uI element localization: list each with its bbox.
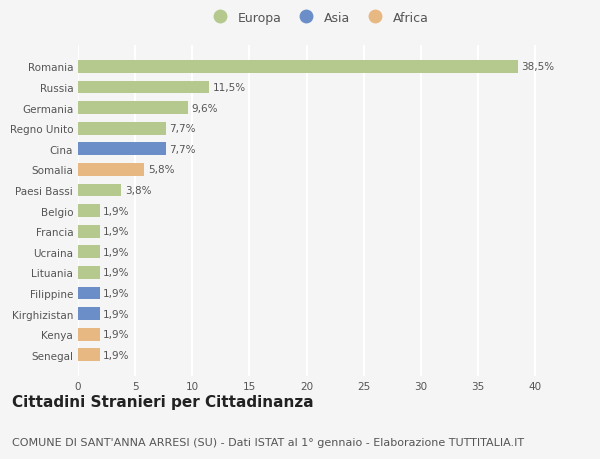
Bar (78, 205, 100, 218)
Text: 11,5%: 11,5% (213, 83, 246, 93)
Text: 7,7%: 7,7% (169, 124, 196, 134)
Bar (78, 349, 100, 361)
Bar (78, 225, 100, 238)
Text: 5,8%: 5,8% (148, 165, 174, 175)
Bar (78, 266, 100, 279)
Bar (78, 184, 121, 197)
Bar (78, 81, 209, 94)
Bar (78, 61, 518, 73)
Text: 3,8%: 3,8% (125, 185, 151, 196)
Bar (78, 164, 144, 176)
Text: 1,9%: 1,9% (103, 330, 130, 339)
Text: 1,9%: 1,9% (103, 206, 130, 216)
Text: 7,7%: 7,7% (169, 145, 196, 155)
Bar (78, 328, 100, 341)
Legend: Europa, Asia, Africa: Europa, Asia, Africa (205, 9, 431, 27)
Bar (78, 308, 100, 320)
Text: 9,6%: 9,6% (191, 103, 218, 113)
Text: 1,9%: 1,9% (103, 268, 130, 278)
Text: 1,9%: 1,9% (103, 309, 130, 319)
Bar (78, 143, 166, 156)
Text: 1,9%: 1,9% (103, 350, 130, 360)
Text: 1,9%: 1,9% (103, 288, 130, 298)
Text: Cittadini Stranieri per Cittadinanza: Cittadini Stranieri per Cittadinanza (12, 394, 314, 409)
Text: 1,9%: 1,9% (103, 227, 130, 237)
Bar (78, 246, 100, 258)
Bar (78, 123, 166, 135)
Bar (78, 102, 188, 115)
Text: COMUNE DI SANT'ANNA ARRESI (SU) - Dati ISTAT al 1° gennaio - Elaborazione TUTTIT: COMUNE DI SANT'ANNA ARRESI (SU) - Dati I… (12, 437, 524, 447)
Text: 1,9%: 1,9% (103, 247, 130, 257)
Text: 38,5%: 38,5% (521, 62, 554, 72)
Bar (78, 287, 100, 300)
